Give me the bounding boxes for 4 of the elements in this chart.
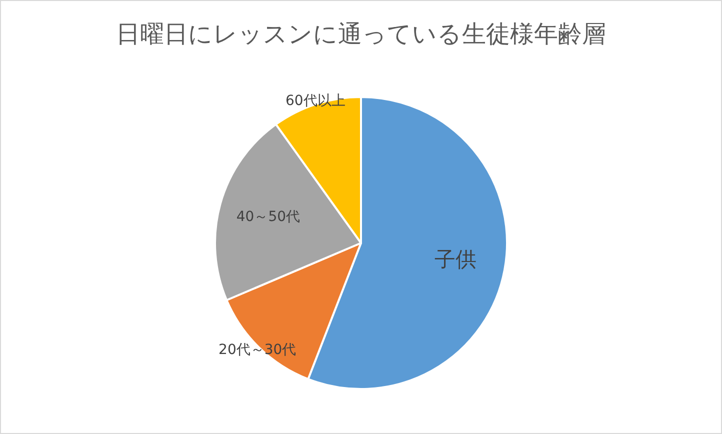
slice-label: 40～50代: [236, 208, 300, 225]
slice-label: 20代～30代: [218, 342, 296, 358]
slice-label: 子供: [434, 247, 477, 272]
chart-title: 日曜日にレッスンに通っている生徒様年齢層: [116, 20, 606, 48]
